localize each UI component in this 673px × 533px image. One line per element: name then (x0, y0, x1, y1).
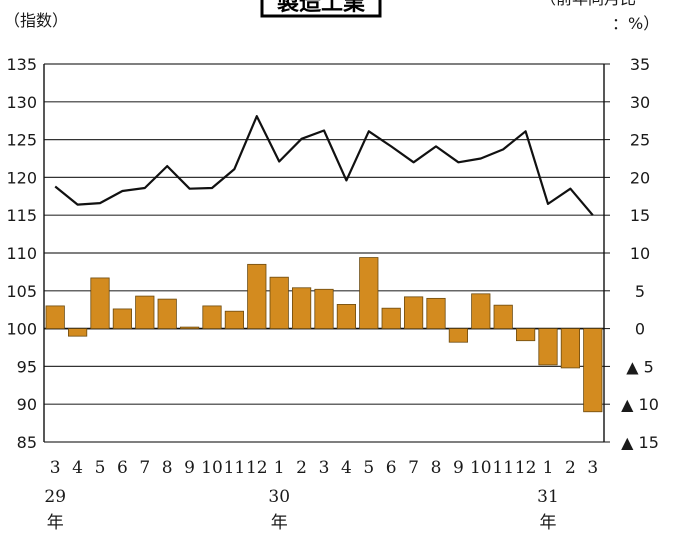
bar (538, 328, 558, 366)
right-tick-label: ▲ 10 (621, 395, 659, 414)
bar (269, 276, 289, 329)
right-tick-label: 25 (630, 131, 650, 150)
year-suffix-label: 年 (271, 513, 288, 533)
bar (336, 304, 357, 329)
bar (157, 298, 177, 329)
left-tick-label: 100 (6, 320, 37, 339)
year-label: 29 (44, 487, 66, 507)
month-label: 8 (431, 458, 442, 478)
bar (493, 304, 513, 330)
month-label: 2 (296, 458, 307, 478)
left-tick-label: 130 (6, 93, 37, 112)
right-tick-label: 15 (630, 206, 650, 225)
bar (359, 257, 379, 330)
right-axis-unit-line2: ：%） (612, 14, 659, 33)
bar (291, 287, 312, 330)
right-tick-label: ▲ 5 (626, 357, 654, 376)
bar (68, 328, 88, 337)
year-suffix-label: 年 (540, 513, 557, 533)
month-label: 5 (363, 458, 374, 478)
left-tick-label: 85 (17, 433, 37, 452)
bar (112, 308, 132, 330)
month-label: 3 (50, 458, 61, 478)
month-label: 10 (201, 458, 223, 478)
right-tick-label: 35 (630, 55, 650, 74)
bar (560, 328, 581, 369)
left-tick-label: 105 (6, 282, 37, 301)
month-label: 1 (274, 458, 285, 478)
month-label: 7 (408, 458, 419, 478)
right-tick-label: 0 (635, 320, 645, 339)
month-label: 6 (386, 458, 397, 478)
month-label: 9 (184, 458, 195, 478)
right-tick-label: ▲ 15 (621, 433, 659, 452)
bar (426, 297, 446, 329)
bar (202, 305, 222, 330)
title-box: 製造工業 (260, 0, 382, 18)
right-axis-unit-line1: （前年同月比 (540, 0, 636, 8)
bar (314, 288, 334, 329)
month-label: 1 (543, 458, 554, 478)
left-tick-label: 90 (17, 395, 37, 414)
right-tick-label: 20 (630, 168, 650, 187)
right-axis-ticks: 35 30 25 20 15 10 5 0 ▲ 5 ▲ 10 ▲ 15 (604, 55, 659, 452)
month-label: 2 (565, 458, 576, 478)
left-tick-label: 125 (6, 131, 37, 150)
month-label: 12 (246, 458, 268, 478)
left-tick-label: 120 (6, 168, 37, 187)
left-tick-label: 115 (6, 206, 37, 225)
month-label: 3 (319, 458, 330, 478)
month-label: 6 (117, 458, 128, 478)
month-label: 4 (341, 458, 352, 478)
bar (448, 328, 469, 343)
left-tick-label: 135 (6, 55, 37, 74)
left-axis-ticks: 135 130 125 120 115 110 105 100 95 90 85 (6, 55, 37, 452)
bar (381, 307, 401, 329)
right-tick-label: 5 (635, 282, 645, 301)
right-tick-label: 10 (630, 244, 650, 263)
chart-title: 製造工業 (276, 0, 366, 16)
bar (247, 263, 267, 329)
month-label: 7 (139, 458, 150, 478)
right-tick-label: 30 (630, 93, 650, 112)
month-label: 11 (492, 458, 514, 478)
bar (516, 328, 536, 342)
bar (45, 305, 65, 330)
gridlines (44, 63, 604, 443)
left-axis-unit: （指数） (4, 11, 68, 30)
left-tick-label: 110 (6, 244, 37, 263)
year-suffix-label: 年 (47, 513, 64, 533)
year-label: 30 (268, 487, 290, 507)
bar (90, 277, 110, 329)
month-label: 12 (515, 458, 537, 478)
bar (224, 310, 244, 330)
bar (135, 295, 155, 330)
left-tick-label: 95 (17, 357, 37, 376)
bar (403, 296, 424, 329)
month-label: 3 (587, 458, 598, 478)
bar-series (45, 257, 603, 413)
month-label: 9 (453, 458, 464, 478)
line-series (54, 115, 594, 216)
month-label: 11 (224, 458, 246, 478)
month-label: 10 (470, 458, 492, 478)
bar (471, 293, 491, 330)
month-label: 5 (95, 458, 106, 478)
year-label: 31 (537, 487, 559, 507)
line-series-path (54, 115, 594, 216)
bar (179, 326, 200, 330)
month-label: 8 (162, 458, 173, 478)
month-label: 4 (72, 458, 83, 478)
bar (583, 328, 603, 413)
